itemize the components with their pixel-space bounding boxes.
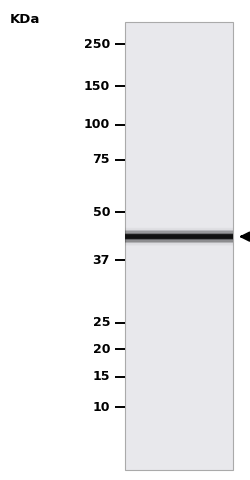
Bar (125, 245, 232, 246)
Text: 10: 10 (92, 400, 110, 414)
Bar (125, 235, 232, 236)
Bar (125, 234, 232, 235)
Bar (125, 230, 232, 231)
Bar (125, 232, 232, 233)
Text: 250: 250 (84, 37, 110, 51)
Text: 100: 100 (84, 118, 110, 132)
Bar (125, 243, 232, 244)
Bar (125, 228, 232, 229)
Bar (125, 236, 232, 237)
Bar (125, 233, 232, 234)
Bar (125, 243, 232, 244)
Bar (125, 236, 232, 237)
Bar (125, 228, 232, 229)
Text: 50: 50 (92, 205, 110, 219)
Text: 25: 25 (92, 316, 110, 329)
Bar (125, 22, 232, 470)
Bar (125, 237, 232, 238)
Text: 20: 20 (92, 343, 110, 356)
Bar (125, 235, 232, 236)
Text: KDa: KDa (10, 13, 40, 26)
Text: 75: 75 (92, 153, 110, 167)
Bar (125, 244, 232, 245)
Bar (125, 229, 232, 230)
Bar (125, 241, 232, 242)
Bar (125, 230, 232, 231)
Text: 37: 37 (92, 253, 110, 267)
Text: 150: 150 (84, 80, 110, 93)
Bar (125, 242, 232, 243)
Bar (125, 244, 232, 245)
Bar (125, 239, 232, 240)
Bar (125, 234, 232, 235)
Text: 15: 15 (92, 370, 110, 384)
Bar (125, 238, 232, 239)
Bar (125, 231, 232, 232)
Bar (125, 242, 232, 243)
Bar (125, 245, 232, 246)
Bar (125, 240, 232, 241)
Bar (125, 233, 232, 234)
Bar (125, 229, 232, 230)
